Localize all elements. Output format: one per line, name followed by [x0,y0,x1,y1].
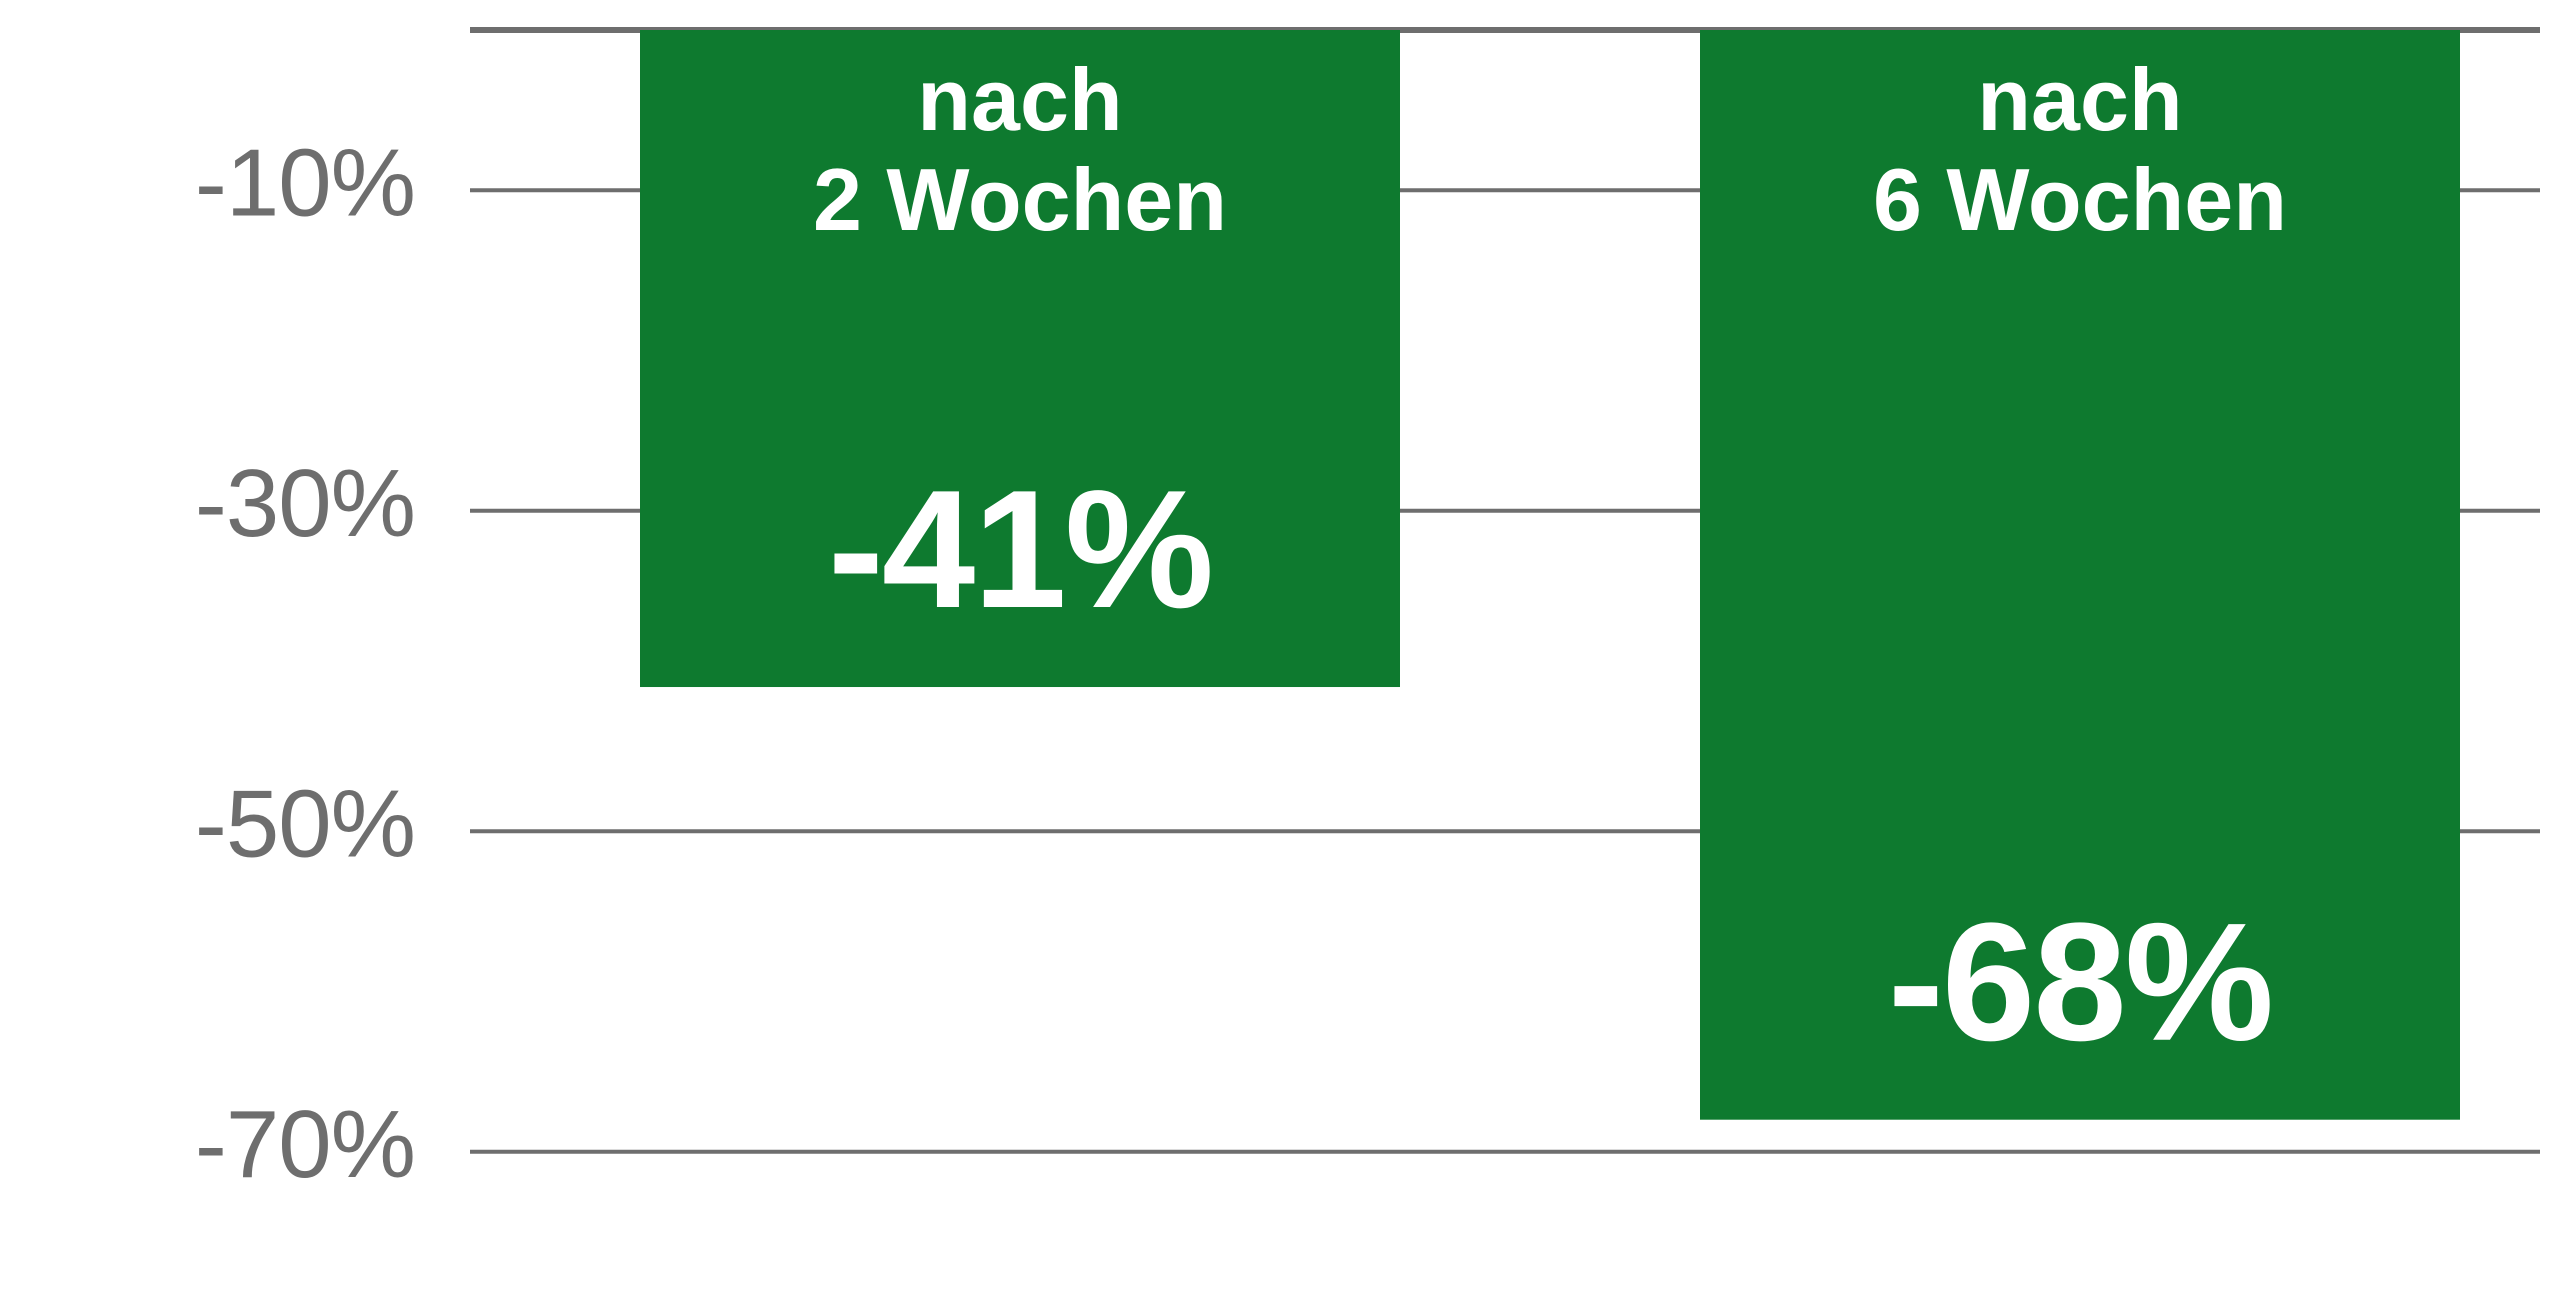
y-tick-label: -30% [195,450,415,557]
y-tick-label: -70% [195,1091,415,1198]
y-tick-label: -10% [195,130,415,237]
bar-value: -41% [828,455,1212,643]
bar-label-line1: nach [1977,50,2182,149]
bar-label-line2: 2 Wochen [813,150,1227,249]
bar-label-line1: nach [917,50,1122,149]
bar-chart: -10%-30%-50%-70%nach2 Wochen-41%nach6 Wo… [0,0,2560,1312]
bar-label-line2: 6 Wochen [1873,150,2287,249]
y-tick-label: -50% [195,771,415,878]
bar-value: -68% [1888,888,2272,1076]
